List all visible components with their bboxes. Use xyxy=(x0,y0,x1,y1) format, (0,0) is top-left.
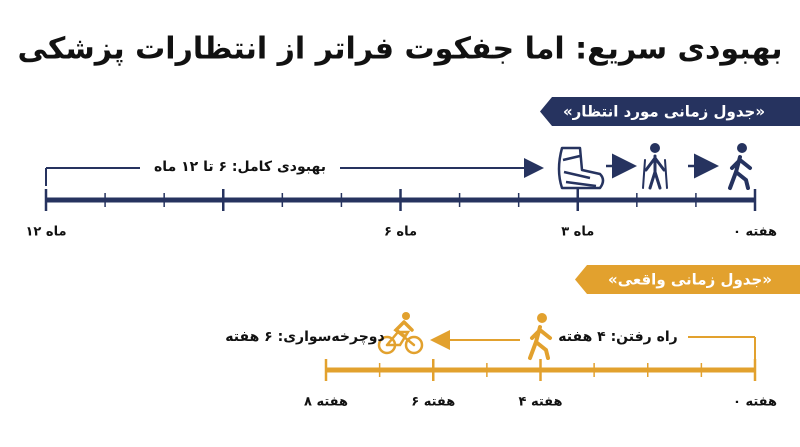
tick-label: ۶ هفته xyxy=(411,395,455,410)
tick-label: ۱۲ ماه xyxy=(25,225,66,240)
cycling-label: دوچرخه‌سواری: ۶ هفته xyxy=(225,329,384,345)
actual-banner xyxy=(575,265,800,294)
expected-axis: ۰ هفته ۳ ماه ۶ ماه ۱۲ ماه xyxy=(25,189,777,240)
actual-label: «جدول زمانی واقعی» xyxy=(608,271,772,289)
actual-axis: ۰ هفته ۴ هفته ۶ هفته ۸ هفته xyxy=(304,359,777,410)
walk-icon xyxy=(728,143,752,190)
expected-banner xyxy=(540,97,800,126)
tick-label: ۶ ماه xyxy=(384,225,417,240)
cast-icon xyxy=(557,146,605,190)
crutch-icon xyxy=(642,143,668,190)
tick-label: ۴ هفته xyxy=(518,395,562,410)
walking-label: راه رفتن: ۴ هفته xyxy=(558,329,677,345)
tick-label: ۰ هفته xyxy=(733,225,777,240)
tick-label: ۳ ماه xyxy=(561,225,594,240)
span-label: بهبودی کامل: ۶ تا ۱۲ ماه xyxy=(154,159,326,175)
title: بهبودی سریع: اما جفکوت فراتر از انتظارات… xyxy=(17,32,782,67)
expected-label: «جدول زمانی مورد انتظار» xyxy=(563,103,765,121)
bike-icon xyxy=(377,312,424,355)
tick-label: ۰ هفته xyxy=(733,395,777,410)
walk-icon xyxy=(528,313,552,360)
tick-label: ۸ هفته xyxy=(304,395,348,410)
